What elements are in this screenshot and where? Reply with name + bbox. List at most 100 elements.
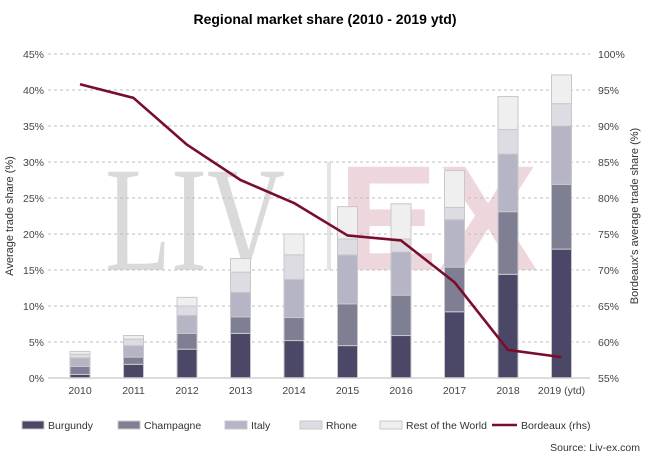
bar-rhone: [444, 206, 465, 221]
y2-tick-label: 100%: [598, 49, 625, 61]
y2-tick-label: 65%: [598, 301, 619, 313]
bar-rest-of-the-world: [390, 203, 412, 240]
legend-item: Champagne: [117, 420, 201, 432]
y-tick-label: 0%: [29, 373, 44, 385]
x-tick-label: 2010: [68, 385, 92, 397]
y-tick-label: 40%: [23, 85, 44, 97]
legend-label: Champagne: [144, 420, 201, 432]
x-tick-label: 2013: [229, 385, 253, 397]
bar-rest-of-the-world: [283, 233, 305, 256]
y2-tick-label: 85%: [598, 157, 619, 169]
legend-label: Burgundy: [48, 420, 94, 432]
bar-champagne: [390, 294, 412, 337]
bar-rest-of-the-world: [444, 170, 465, 208]
y-tick-label: 20%: [23, 229, 44, 241]
x-tick-label: 2011: [122, 385, 145, 397]
y2-tick-label: 80%: [598, 193, 619, 205]
y2-tick-label: 90%: [598, 121, 619, 133]
bar-italy: [230, 291, 251, 318]
bar-rest-of-the-world: [123, 335, 144, 340]
y-tick-label: 45%: [23, 49, 44, 61]
bar-italy: [444, 219, 465, 268]
y2-tick-label: 55%: [598, 373, 619, 385]
y-axis-label: Average trade share (%): [4, 156, 16, 276]
bar-burgundy: [123, 363, 144, 379]
legend-swatch: [117, 420, 141, 430]
x-tick-label: 2019 (ytd): [538, 385, 585, 397]
bar-italy: [497, 153, 519, 213]
bar-rest-of-the-world: [497, 95, 519, 131]
bar-champagne: [176, 332, 198, 350]
bar-italy: [69, 357, 91, 367]
bar-champagne: [337, 303, 358, 347]
bar-burgundy: [444, 311, 465, 379]
bar-italy: [390, 251, 412, 296]
y-tick-label: 5%: [29, 337, 44, 349]
x-tick-label: 2017: [443, 385, 467, 397]
bar-rhone: [551, 103, 572, 127]
bar-champagne: [283, 317, 305, 342]
y-tick-label: 30%: [23, 157, 44, 169]
bar-champagne: [69, 365, 91, 375]
x-tick-label: 2014: [282, 385, 306, 397]
y2-tick-label: 60%: [598, 337, 619, 349]
legend-swatch: [299, 420, 323, 430]
legend-label: Rest of the World: [406, 420, 487, 432]
y-tick-label: 15%: [23, 265, 44, 277]
bar-burgundy: [497, 273, 519, 379]
legend-swatch: [21, 420, 45, 430]
bar-rhone: [176, 305, 198, 316]
x-tick-label: 2012: [175, 385, 199, 397]
legend-item: Rest of the World: [379, 420, 487, 432]
bar-rest-of-the-world: [176, 296, 198, 307]
legend-item: Italy: [224, 420, 271, 432]
x-tick-label: 2016: [389, 385, 413, 397]
y-tick-label: 10%: [23, 301, 44, 313]
legend-item: Rhone: [299, 420, 357, 432]
bar-burgundy: [283, 340, 305, 379]
chart-title: Regional market share (2010 - 2019 ytd): [193, 11, 456, 27]
legend-item: Bordeaux (rhs): [492, 420, 590, 432]
bar-rhone: [230, 271, 251, 293]
y-tick-label: 25%: [23, 193, 44, 205]
legend-item: Burgundy: [21, 420, 94, 432]
legend-swatch: [379, 420, 403, 430]
bar-rhone: [123, 338, 144, 347]
y2-tick-label: 70%: [598, 265, 619, 277]
svg-text:LIV: LIV: [105, 137, 285, 303]
bar-burgundy: [337, 345, 358, 379]
bar-champagne: [551, 183, 572, 250]
bar-rest-of-the-world: [551, 74, 572, 105]
y2-tick-label: 75%: [598, 229, 619, 241]
legend-label: Italy: [251, 420, 271, 432]
source-note: Source: Liv-ex.com: [550, 442, 640, 454]
legend-label: Bordeaux (rhs): [521, 420, 590, 432]
x-tick-label: 2018: [496, 385, 520, 397]
bar-italy: [176, 314, 198, 334]
legend-swatch: [224, 420, 248, 430]
bar-champagne: [497, 211, 519, 275]
y2-tick-label: 95%: [598, 85, 619, 97]
bar-burgundy: [390, 335, 412, 379]
bar-champagne: [230, 316, 251, 334]
x-tick-label: 2015: [336, 385, 360, 397]
legend-label: Rhone: [326, 420, 357, 432]
bar-italy: [283, 278, 305, 319]
bar-rhone: [337, 238, 358, 256]
bar-italy: [551, 125, 572, 185]
bar-rest-of-the-world: [69, 350, 91, 355]
bar-italy: [337, 254, 358, 305]
bar-rhone: [69, 353, 91, 359]
bar-rhone: [497, 129, 519, 155]
bar-burgundy: [176, 348, 198, 379]
y2-axis-label: Bordeaux's average trade share (%): [629, 128, 641, 304]
bar-burgundy: [551, 248, 572, 379]
y-tick-label: 35%: [23, 121, 44, 133]
bar-champagne: [123, 356, 144, 365]
bar-italy: [123, 345, 144, 358]
line-bordeaux: [79, 82, 562, 359]
bar-burgundy: [230, 332, 251, 379]
bar-rhone: [283, 254, 305, 280]
bar-rest-of-the-world: [230, 257, 251, 273]
